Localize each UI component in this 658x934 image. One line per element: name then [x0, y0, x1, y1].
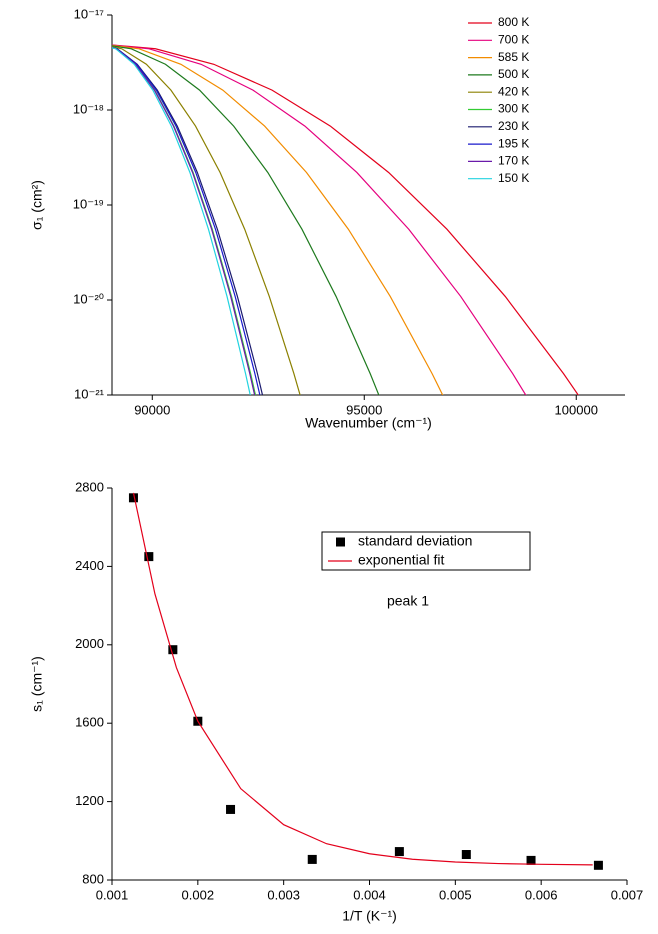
x-axis-label: Wavenumber (cm⁻¹)	[305, 415, 432, 431]
x-tick-label: 0.005	[439, 887, 472, 902]
y-tick-label: 10⁻²⁰	[73, 291, 104, 306]
legend-label: 230 K	[498, 119, 529, 133]
x-tick-label: 0.007	[611, 887, 644, 902]
line	[112, 44, 579, 395]
chart: 90000 95000 100000 10⁻²¹ 10⁻²⁰ 10⁻¹⁹ 10⁻¹⁸ 10⁻¹…	[29, 6, 625, 431]
legend-label: 800 K	[498, 15, 529, 29]
plot-area	[128, 492, 603, 870]
plot-area	[112, 44, 579, 395]
y-tick-label: 2000	[75, 636, 104, 651]
point	[144, 552, 154, 562]
legend-label: exponential fit	[358, 552, 445, 568]
line	[112, 46, 257, 395]
x-tick-label: 100000	[555, 402, 598, 417]
y-tick-label: 10⁻¹⁹	[73, 196, 104, 211]
x-tick-label: 0.006	[525, 887, 558, 902]
point	[307, 854, 317, 864]
y-tick-label: 1200	[75, 793, 104, 808]
legend-label: 170 K	[498, 154, 529, 168]
point	[168, 645, 178, 655]
point	[593, 860, 603, 870]
x-tick-label: 0.004	[353, 887, 386, 902]
chart: 0.001 0.002 0.003 0.004 0.005 0.006 0.007 800 12…	[29, 479, 644, 923]
y-tick-label: 10⁻²¹	[74, 386, 105, 401]
legend: standard deviation exponential fit	[321, 531, 531, 571]
x-tick-label: 0.002	[182, 887, 215, 902]
legend-label: 150 K	[498, 171, 529, 185]
line	[132, 492, 593, 866]
legend-label: standard deviation	[358, 533, 472, 549]
x-tick-label: 0.003	[267, 887, 300, 902]
legend-frame	[321, 531, 531, 571]
annotation: peak 1	[387, 593, 429, 609]
y-tick-label: 10⁻¹⁷	[74, 6, 105, 21]
legend-label: 195 K	[498, 136, 529, 150]
line	[112, 47, 251, 395]
line	[112, 44, 527, 395]
y-axis-label: σ₁ (cm²)	[29, 180, 45, 230]
line	[112, 46, 261, 395]
legend: 800 K 700 K 585 K 500 K 420 K 300 K 230 K 195 K…	[468, 15, 529, 185]
y-axis-label: s₁ (cm⁻¹)	[29, 656, 45, 712]
legend-label: 420 K	[498, 84, 529, 98]
legend-label: 500 K	[498, 67, 529, 81]
point	[461, 850, 471, 860]
legend-label: 300 K	[498, 102, 529, 116]
legend-label: 700 K	[498, 32, 529, 46]
line	[112, 46, 301, 395]
point	[226, 804, 236, 814]
y-tick-label: 2400	[75, 558, 104, 573]
legend-label: 585 K	[498, 50, 529, 64]
line	[112, 45, 380, 395]
x-tick-label: 90000	[134, 402, 170, 417]
x-tick-label: 0.001	[96, 887, 129, 902]
y-tick-label: 1600	[75, 715, 104, 730]
y-tick-label: 2800	[75, 479, 104, 494]
y-tick-label: 10⁻¹⁸	[73, 101, 104, 116]
legend-swatch	[336, 537, 345, 547]
y-tick-label: 800	[82, 871, 104, 886]
x-tick-label: 95000	[346, 402, 382, 417]
point	[394, 847, 404, 857]
point	[526, 855, 536, 865]
line	[112, 44, 444, 395]
line	[112, 47, 256, 395]
x-axis-label: 1/T (K⁻¹)	[342, 908, 397, 924]
point	[128, 493, 138, 503]
